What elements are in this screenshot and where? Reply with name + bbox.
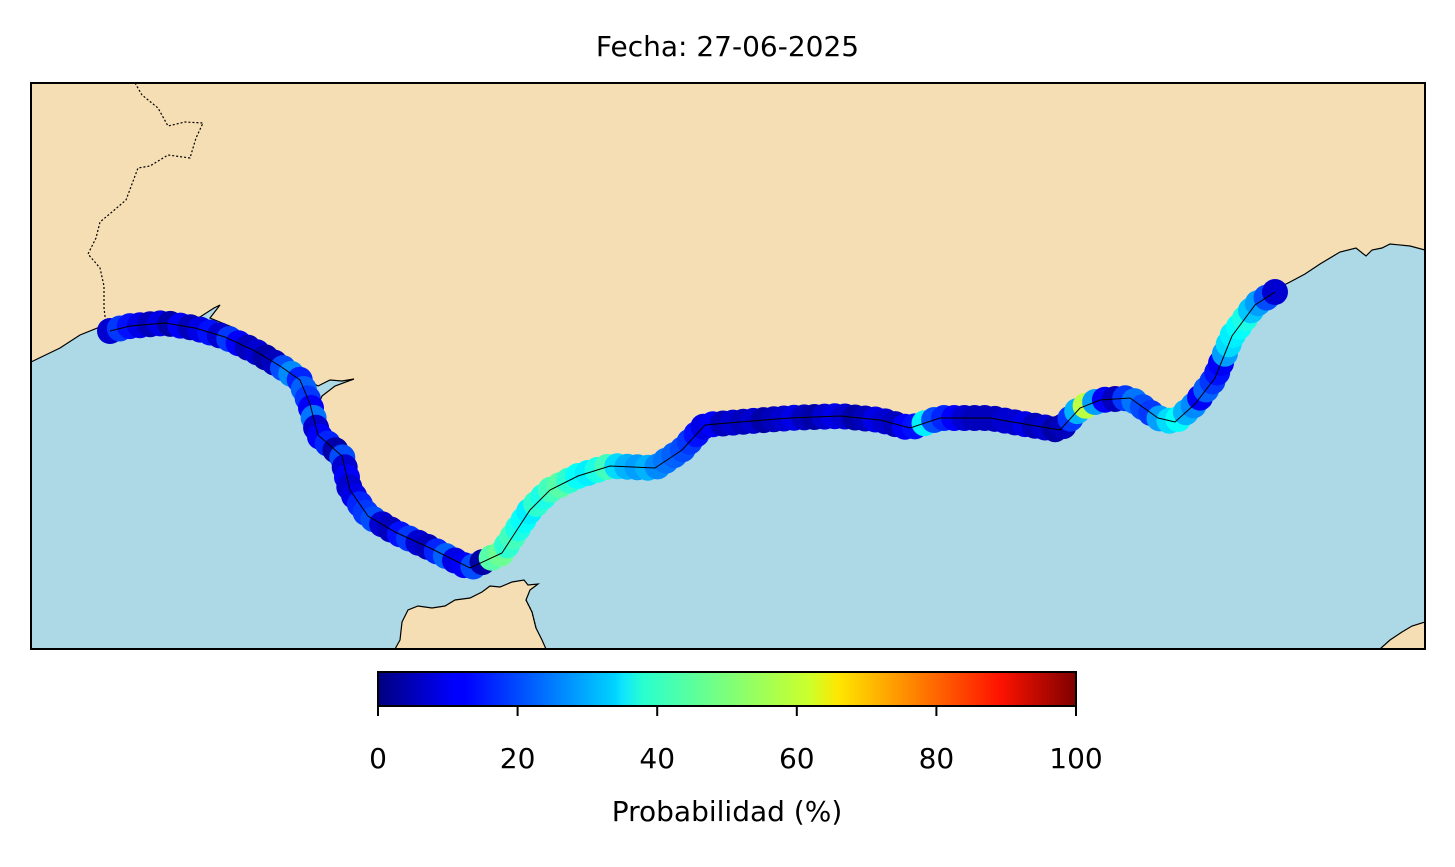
- colorbar-ticks: 0 20 40 60 80 100: [369, 706, 1103, 775]
- colorbar-tick-label: 80: [919, 742, 955, 775]
- colorbar-tick-label: 0: [369, 742, 387, 775]
- probability-markers: [97, 279, 1288, 580]
- country-border: [87, 83, 204, 326]
- colorbar-tick-label: 60: [779, 742, 815, 775]
- land-africa: [394, 579, 547, 649]
- coastline-trace: [109, 291, 1276, 569]
- colorbar-gradient: [377, 671, 1077, 707]
- colorbar-label: Probabilidad (%): [611, 795, 843, 828]
- colorbar-tick-label: 20: [500, 742, 536, 775]
- land-africa-east: [1379, 621, 1425, 649]
- colorbar: 0 20 40 60 80 100: [369, 671, 1103, 775]
- border-ceuta: [525, 599, 537, 629]
- map-frame: [30, 82, 1426, 650]
- colorbar-tick-label: 100: [1049, 742, 1102, 775]
- colorbar-tick-label: 40: [639, 742, 675, 775]
- map-canvas: [31, 83, 1425, 649]
- map-title: Fecha: 27-06-2025: [595, 30, 860, 63]
